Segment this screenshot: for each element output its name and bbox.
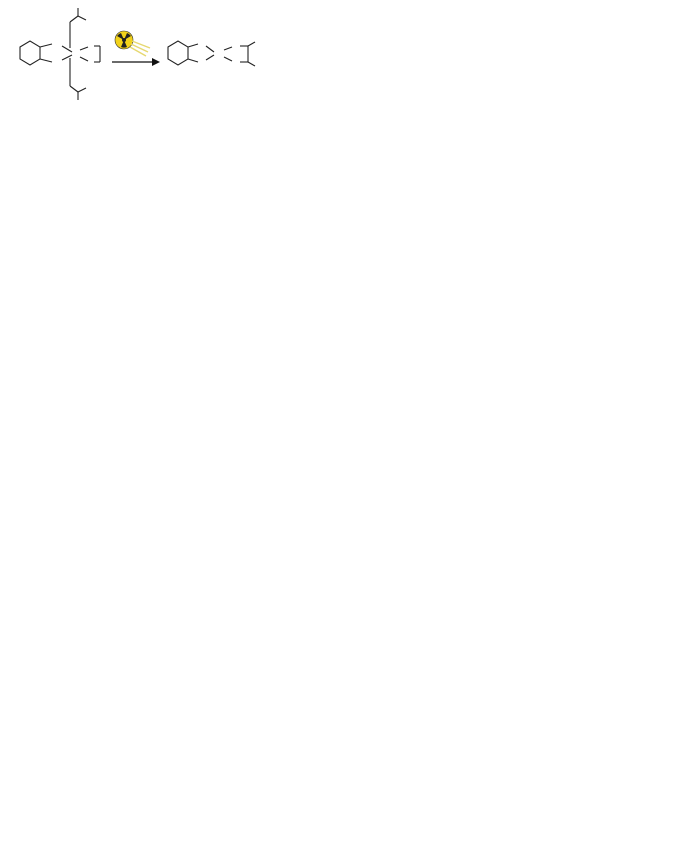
- legend-f: [118, 398, 188, 458]
- panel-a-scheme: [19, 8, 256, 100]
- chart-e: [490, 165, 685, 370]
- chart-d: [0, 165, 485, 370]
- chart-l: [360, 680, 685, 856]
- chart-h: [340, 385, 685, 595]
- chart-b: [270, 0, 490, 165]
- arrow-head-icon: [152, 58, 160, 66]
- radiation-icon: [114, 30, 151, 57]
- chart-g: [175, 385, 340, 595]
- chart-c: [495, 0, 685, 165]
- timeline-i: [0, 590, 685, 680]
- chart-j: [0, 680, 190, 856]
- chart-k: [190, 680, 360, 856]
- product-structure: [167, 40, 256, 67]
- reactant-structure: [19, 8, 101, 100]
